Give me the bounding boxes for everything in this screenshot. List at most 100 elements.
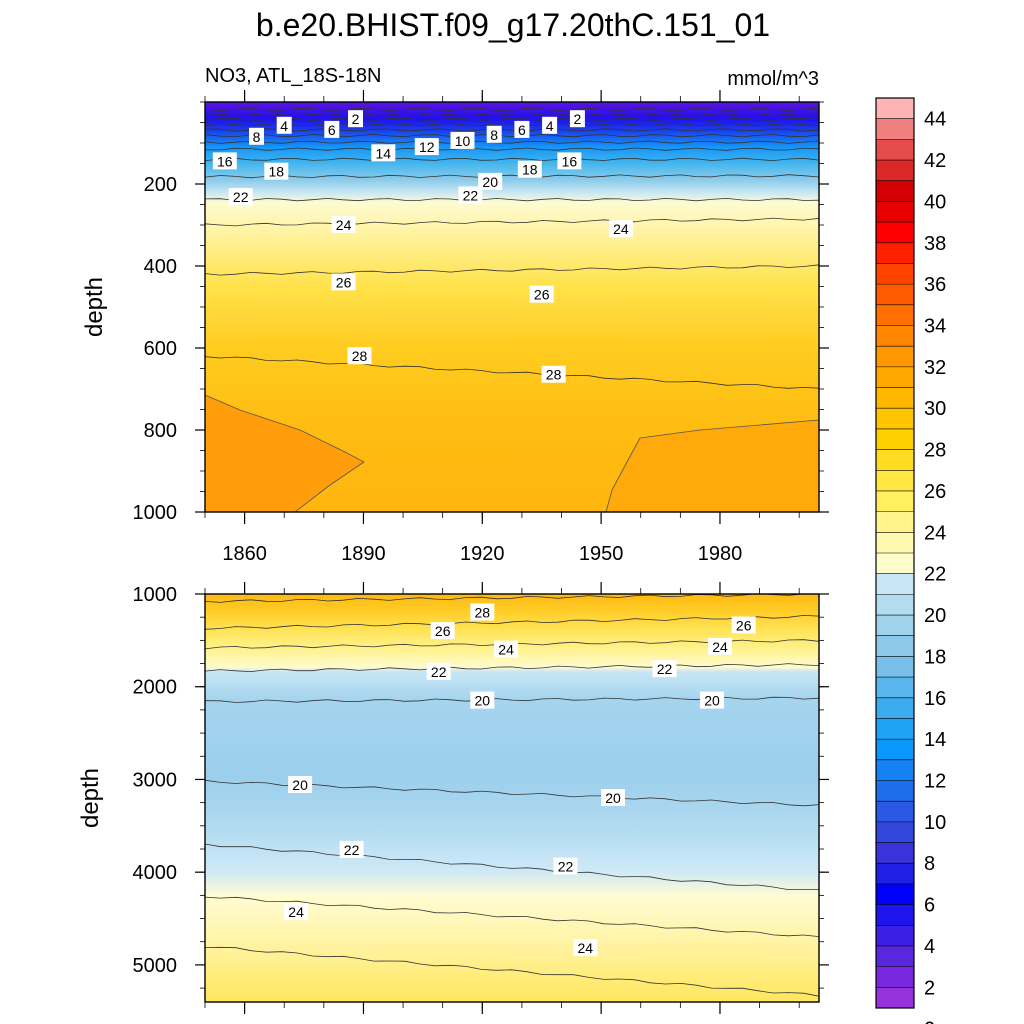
contour-label-bg: [608, 220, 633, 238]
contour-label: 12: [414, 138, 439, 156]
y-tick-label: 1000: [133, 584, 178, 606]
contour-line: [205, 663, 819, 673]
y-tick-label: 5000: [133, 955, 178, 977]
colorbar-label: 42: [924, 150, 946, 172]
colorbar-swatch: [876, 325, 914, 347]
contour-label-bg: [276, 116, 292, 134]
contour-line: [205, 117, 819, 121]
contour-line: [205, 594, 808, 603]
colorbar-label: 18: [924, 646, 946, 668]
colorbar-label: 14: [924, 729, 946, 751]
contour-label: 26: [529, 285, 554, 303]
y-tick-label: 800: [144, 420, 177, 442]
contour-label-bg: [553, 857, 578, 875]
contour-label: 8: [486, 125, 502, 143]
contour-label-text: 22: [431, 664, 447, 680]
contour-line: [205, 217, 819, 227]
colorbar-swatch: [876, 987, 914, 1009]
contour-label: 22: [228, 188, 253, 206]
contour-line: [205, 197, 819, 202]
contour-label-text: 26: [435, 623, 451, 639]
contour-label-bg: [249, 127, 264, 145]
contour-label-text: 22: [657, 661, 673, 677]
contour-label: 28: [541, 365, 566, 383]
colorbar-swatch: [876, 242, 914, 264]
contour-line: [205, 147, 819, 151]
contour-label-bg: [228, 188, 253, 206]
x-tick-label: 1920: [460, 543, 505, 565]
colorbar-swatch: [876, 511, 914, 533]
contour-label: 16: [212, 152, 237, 170]
colorbar: 4442403836343230282624222018161412108642…: [875, 97, 946, 1024]
contour-label: 24: [608, 220, 633, 238]
colorbar-swatch: [876, 449, 914, 471]
contour-label-text: 6: [518, 122, 526, 138]
contour-label-text: 16: [217, 153, 233, 169]
colorbar-frame: [875, 97, 915, 1009]
contour-line: [205, 356, 819, 389]
contour-label: 24: [284, 903, 309, 921]
colorbar-label: 40: [924, 191, 946, 213]
contour-label-text: 12: [419, 139, 435, 155]
colorbar-label: 32: [924, 357, 946, 379]
contour-label-bg: [700, 691, 724, 709]
colorbar-swatch: [876, 490, 914, 512]
contour-label: 22: [339, 840, 364, 858]
colorbar-label: 4: [924, 936, 935, 958]
chart-title: b.e20.BHIST.f09_g17.20thC.151_01: [256, 7, 770, 43]
contour-label: 26: [331, 273, 356, 291]
contour-label-bg: [339, 840, 364, 858]
colorbar-swatch: [876, 821, 914, 843]
colorbar-swatch: [876, 408, 914, 430]
contour-label-bg: [470, 691, 495, 709]
contour-label-bg: [430, 622, 455, 640]
upper-contour-lines: [205, 107, 819, 389]
contour-label-text: 2: [352, 111, 360, 127]
contour-label-text: 14: [376, 145, 392, 161]
lower-axes: 1000 2000 3000 4000 5000: [133, 582, 829, 1014]
colorbar-swatch: [876, 842, 914, 864]
colorbar-swatch: [876, 304, 914, 326]
contour-label-text: 22: [233, 189, 249, 205]
colorbar-swatch: [876, 594, 914, 616]
colorbar-swatch: [876, 635, 914, 657]
contour-label: 8: [249, 127, 264, 145]
contour-label-text: 24: [288, 904, 304, 920]
contour-label: 20: [601, 789, 625, 806]
contour-label-text: 8: [253, 129, 261, 145]
lower-contour-lines: [205, 594, 819, 997]
contour-label-bg: [542, 116, 558, 134]
colorbar-swatch: [876, 180, 914, 202]
contour-label: 22: [652, 660, 677, 678]
contour-label-text: 20: [704, 693, 720, 709]
colorbar-label: 2: [924, 977, 935, 999]
contour-label-text: 18: [522, 162, 538, 178]
upper-y-axis-label: depth: [81, 277, 108, 337]
units-subtitle: mmol/m^3: [727, 68, 819, 90]
colorbar-label: 10: [924, 812, 946, 834]
contour-label: 22: [458, 186, 483, 204]
colorbar-swatch: [876, 118, 914, 140]
contour-line: [205, 128, 819, 132]
colorbar-label: 16: [924, 688, 946, 710]
contour-label-text: 24: [578, 940, 594, 956]
contour-label: 24: [573, 939, 598, 957]
contour-label-text: 18: [269, 164, 285, 180]
contour-label-bg: [557, 152, 582, 170]
contour-label: 6: [514, 120, 530, 138]
contour-label-bg: [514, 120, 530, 138]
contour-label-text: 24: [712, 639, 728, 655]
contour-label-text: 4: [280, 118, 288, 134]
contour-label: 4: [542, 116, 558, 134]
colorbar-swatch: [876, 615, 914, 637]
contour-label: 28: [470, 603, 495, 621]
contour-label-text: 22: [344, 842, 360, 858]
contour-label-text: 26: [736, 618, 752, 634]
colorbar-swatch: [876, 863, 914, 885]
contour-label: 20: [700, 691, 724, 709]
colorbar-swatch: [876, 387, 914, 409]
y-tick-label: 1000: [133, 502, 178, 524]
lower-y-axis-label: depth: [77, 768, 104, 828]
colorbar-swatch: [876, 284, 914, 306]
